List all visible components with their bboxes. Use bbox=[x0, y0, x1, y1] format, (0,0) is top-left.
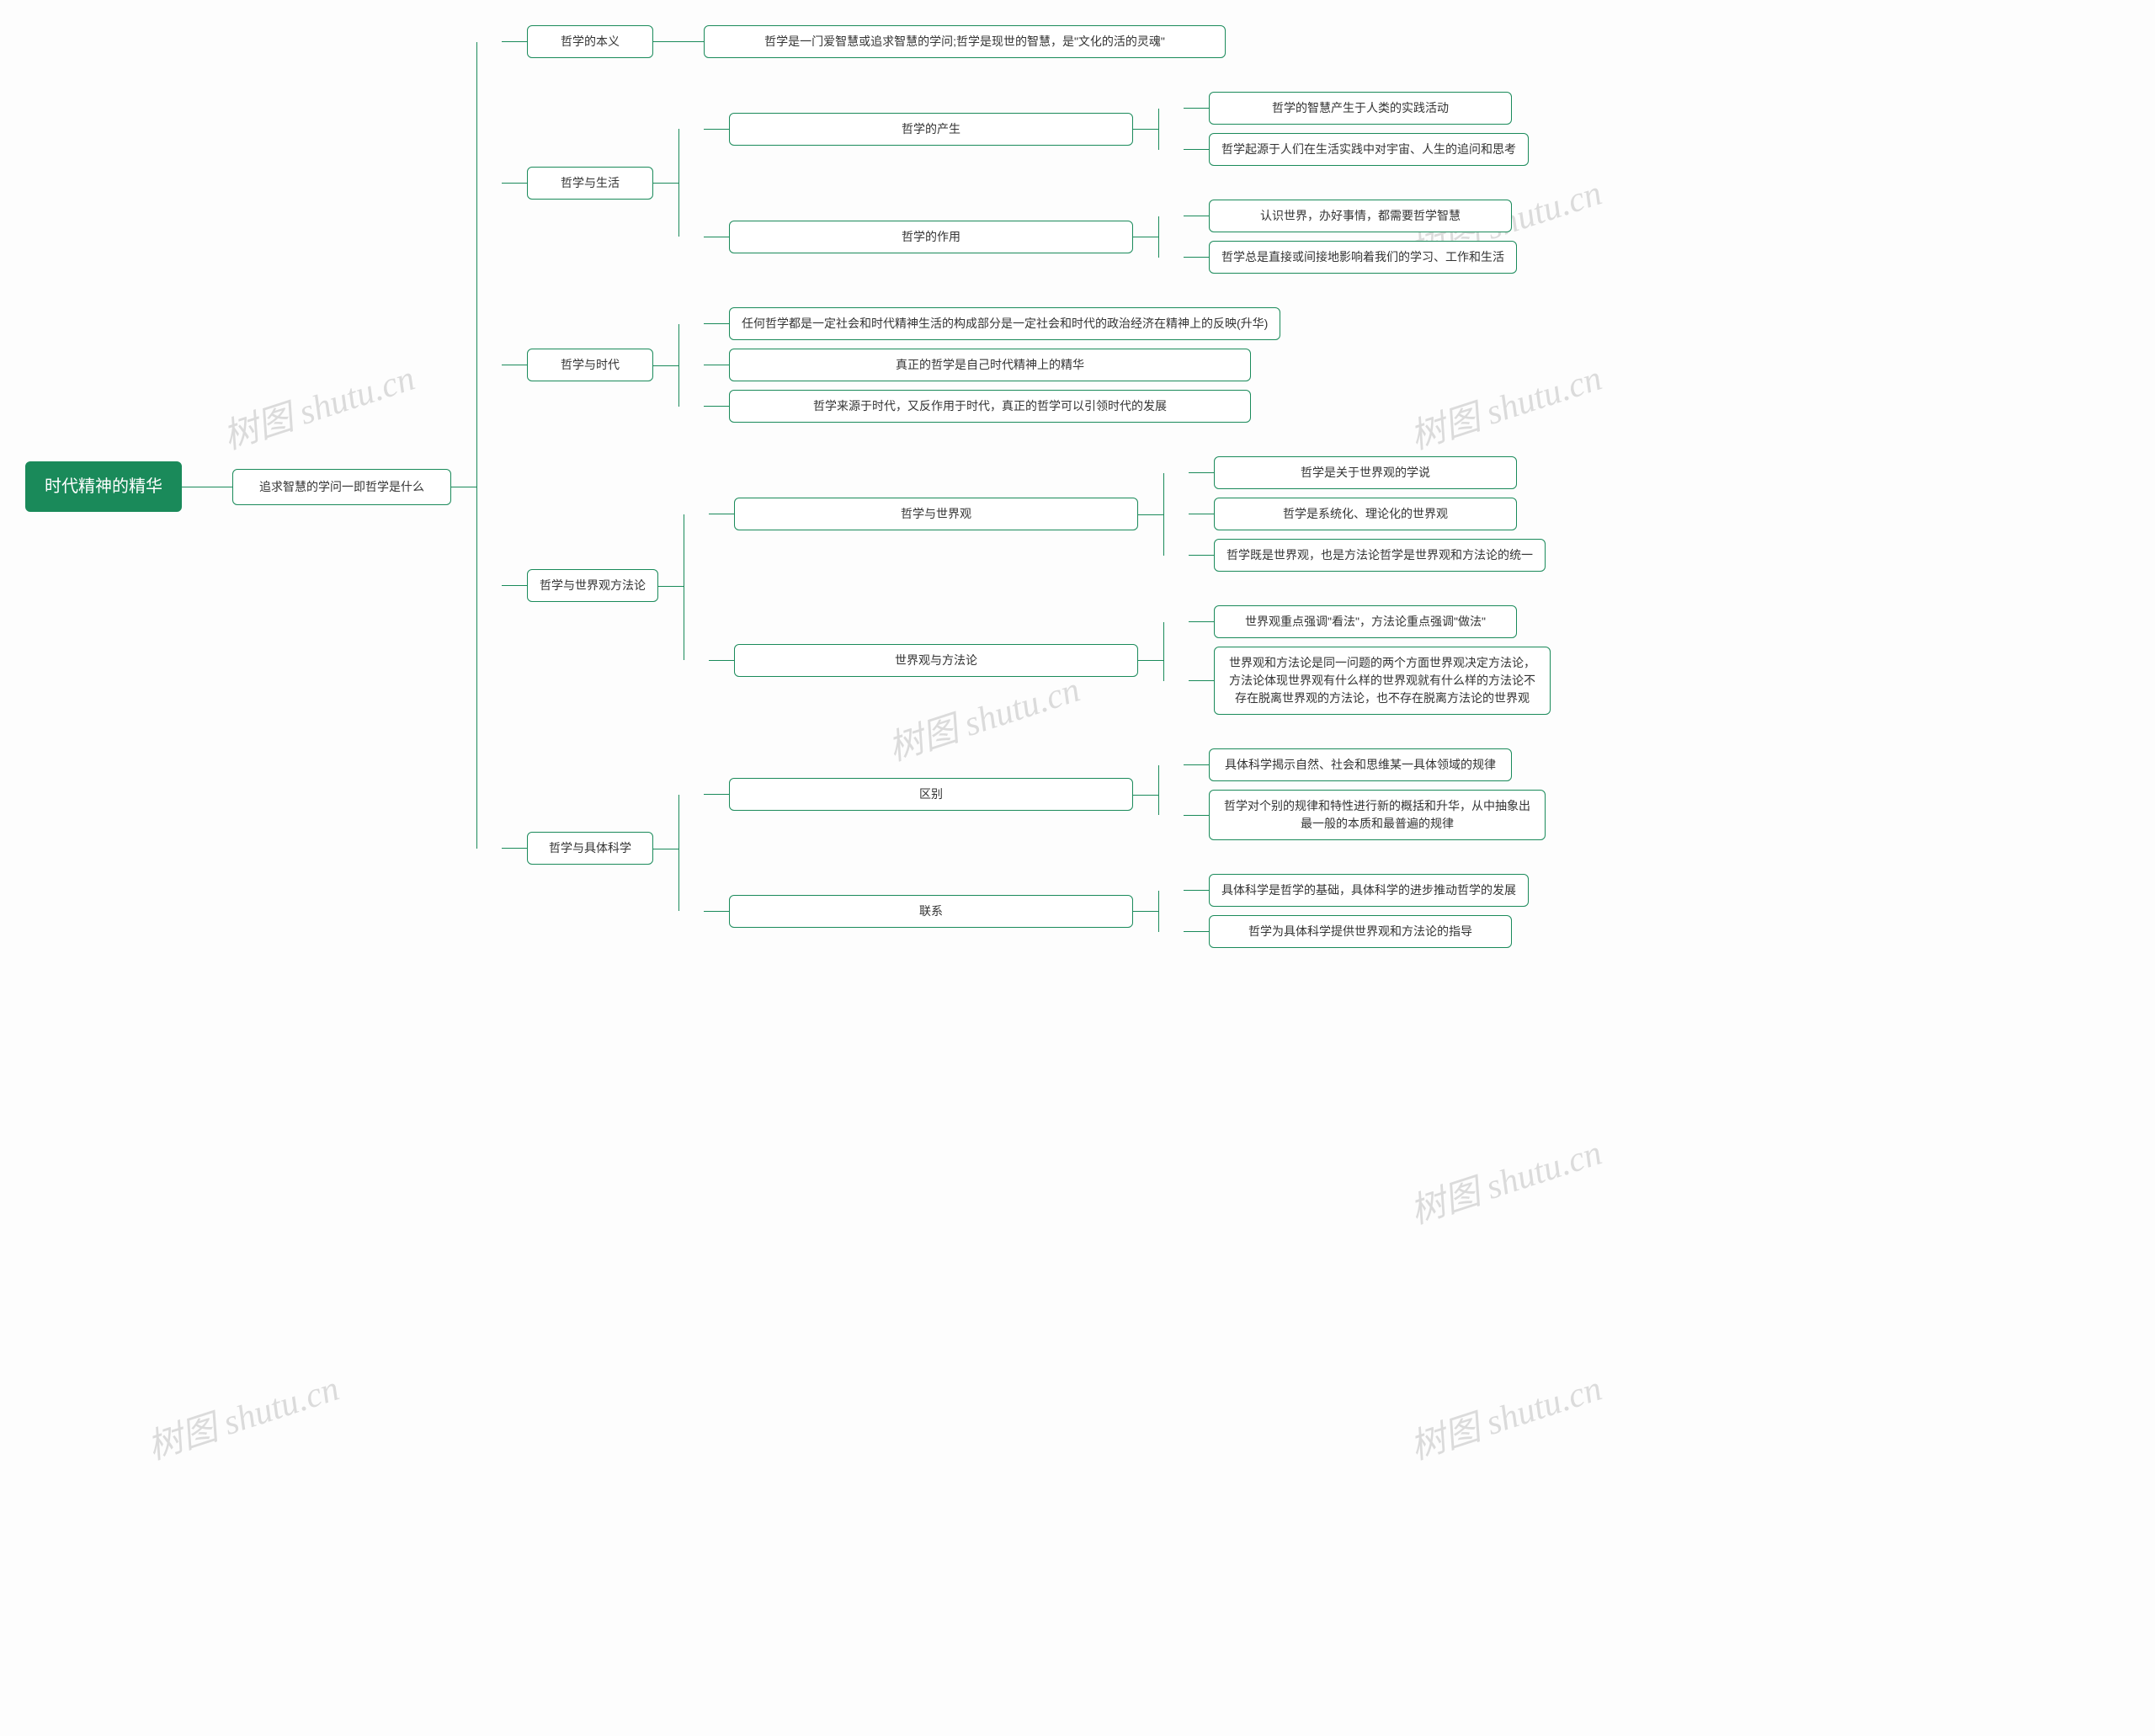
watermark: 树图 shutu.cn bbox=[1402, 1360, 1607, 1470]
node-lianxi[interactable]: 联系 bbox=[729, 895, 1133, 928]
branch-row: 哲学与时代 任何哲学都是一定社会和时代精神生活的构成部分是一定社会和时代的政治经… bbox=[502, 307, 1551, 423]
node-zhexue-shijieguan[interactable]: 哲学与世界观 bbox=[734, 498, 1138, 530]
node-shijieguan-fangfalun[interactable]: 世界观与方法论 bbox=[734, 644, 1138, 677]
root-node[interactable]: 时代精神的精华 bbox=[25, 461, 182, 512]
leaf-node[interactable]: 世界观和方法论是同一问题的两个方面世界观决定方法论，方法论体现世界观有什么样的世… bbox=[1214, 647, 1551, 715]
watermark: 树图 shutu.cn bbox=[140, 1360, 344, 1470]
node-juti-kexue[interactable]: 哲学与具体科学 bbox=[527, 832, 653, 865]
leaf-node[interactable]: 哲学的智慧产生于人类的实践活动 bbox=[1209, 92, 1512, 125]
leaf-node[interactable]: 哲学总是直接或间接地影响着我们的学习、工作和生活 bbox=[1209, 241, 1517, 274]
node-zuoyong[interactable]: 哲学的作用 bbox=[729, 221, 1133, 253]
leaf-node[interactable]: 哲学起源于人们在生活实践中对宇宙、人生的追问和思考 bbox=[1209, 133, 1529, 166]
leaf-node[interactable]: 具体科学是哲学的基础，具体科学的进步推动哲学的发展 bbox=[1209, 874, 1529, 907]
node-shenghuo[interactable]: 哲学与生活 bbox=[527, 167, 653, 200]
leaf-node[interactable]: 任何哲学都是一定社会和时代精神生活的构成部分是一定社会和时代的政治经济在精神上的… bbox=[729, 307, 1280, 340]
branch-row: 哲学与具体科学 区别 具体科学揭示自然、社会和思维某一具体领域的规律 哲学对个别… bbox=[502, 748, 1551, 948]
leaf-node[interactable]: 真正的哲学是自己时代精神上的精华 bbox=[729, 349, 1251, 381]
watermark: 树图 shutu.cn bbox=[216, 349, 420, 460]
branch-row: 哲学与生活 哲学的产生 哲学的智慧产生于人类的实践活动 哲学起源于人们在生活实践… bbox=[502, 92, 1551, 274]
branch-row: 哲学的本义 哲学是一门爱智慧或追求智慧的学问;哲学是现世的智慧，是"文化的活的灵… bbox=[502, 25, 1551, 58]
branch-row: 哲学与世界观方法论 哲学与世界观 哲学是关于世界观的学说 哲学是系统化、理论化的… bbox=[502, 456, 1551, 715]
leaf-node[interactable]: 哲学来源于时代，又反作用于时代，真正的哲学可以引领时代的发展 bbox=[729, 390, 1251, 423]
leaf-node[interactable]: 哲学是系统化、理论化的世界观 bbox=[1214, 498, 1517, 530]
node-benyi[interactable]: 哲学的本义 bbox=[527, 25, 653, 58]
leaf-node[interactable]: 哲学为具体科学提供世界观和方法论的指导 bbox=[1209, 915, 1512, 948]
leaf-node[interactable]: 哲学是关于世界观的学说 bbox=[1214, 456, 1517, 489]
mindmap-root: 树图 shutu.cn 树图 shutu.cn 树图 shutu.cn 树图 s… bbox=[25, 25, 2130, 948]
node-shidai[interactable]: 哲学与时代 bbox=[527, 349, 653, 381]
watermark: 树图 shutu.cn bbox=[1402, 1124, 1607, 1234]
level2-children: 哲学的本义 哲学是一门爱智慧或追求智慧的学问;哲学是现世的智慧，是"文化的活的灵… bbox=[502, 25, 1551, 948]
leaf-node[interactable]: 具体科学揭示自然、社会和思维某一具体领域的规律 bbox=[1209, 748, 1512, 781]
leaf-node[interactable]: 认识世界，办好事情，都需要哲学智慧 bbox=[1209, 200, 1512, 232]
node-qubie[interactable]: 区别 bbox=[729, 778, 1133, 811]
leaf-node[interactable]: 哲学是一门爱智慧或追求智慧的学问;哲学是现世的智慧，是"文化的活的灵魂" bbox=[704, 25, 1226, 58]
connector bbox=[451, 25, 502, 948]
leaf-node[interactable]: 哲学既是世界观，也是方法论哲学是世界观和方法论的统一 bbox=[1214, 539, 1546, 572]
level1-node[interactable]: 追求智慧的学问一即哲学是什么 bbox=[232, 469, 451, 505]
leaf-node[interactable]: 哲学对个别的规律和特性进行新的概括和升华，从中抽象出最一般的本质和最普遍的规律 bbox=[1209, 790, 1546, 840]
node-chansheng[interactable]: 哲学的产生 bbox=[729, 113, 1133, 146]
node-shijieguan[interactable]: 哲学与世界观方法论 bbox=[527, 569, 658, 602]
leaf-node[interactable]: 世界观重点强调"看法"，方法论重点强调"做法" bbox=[1214, 605, 1517, 638]
